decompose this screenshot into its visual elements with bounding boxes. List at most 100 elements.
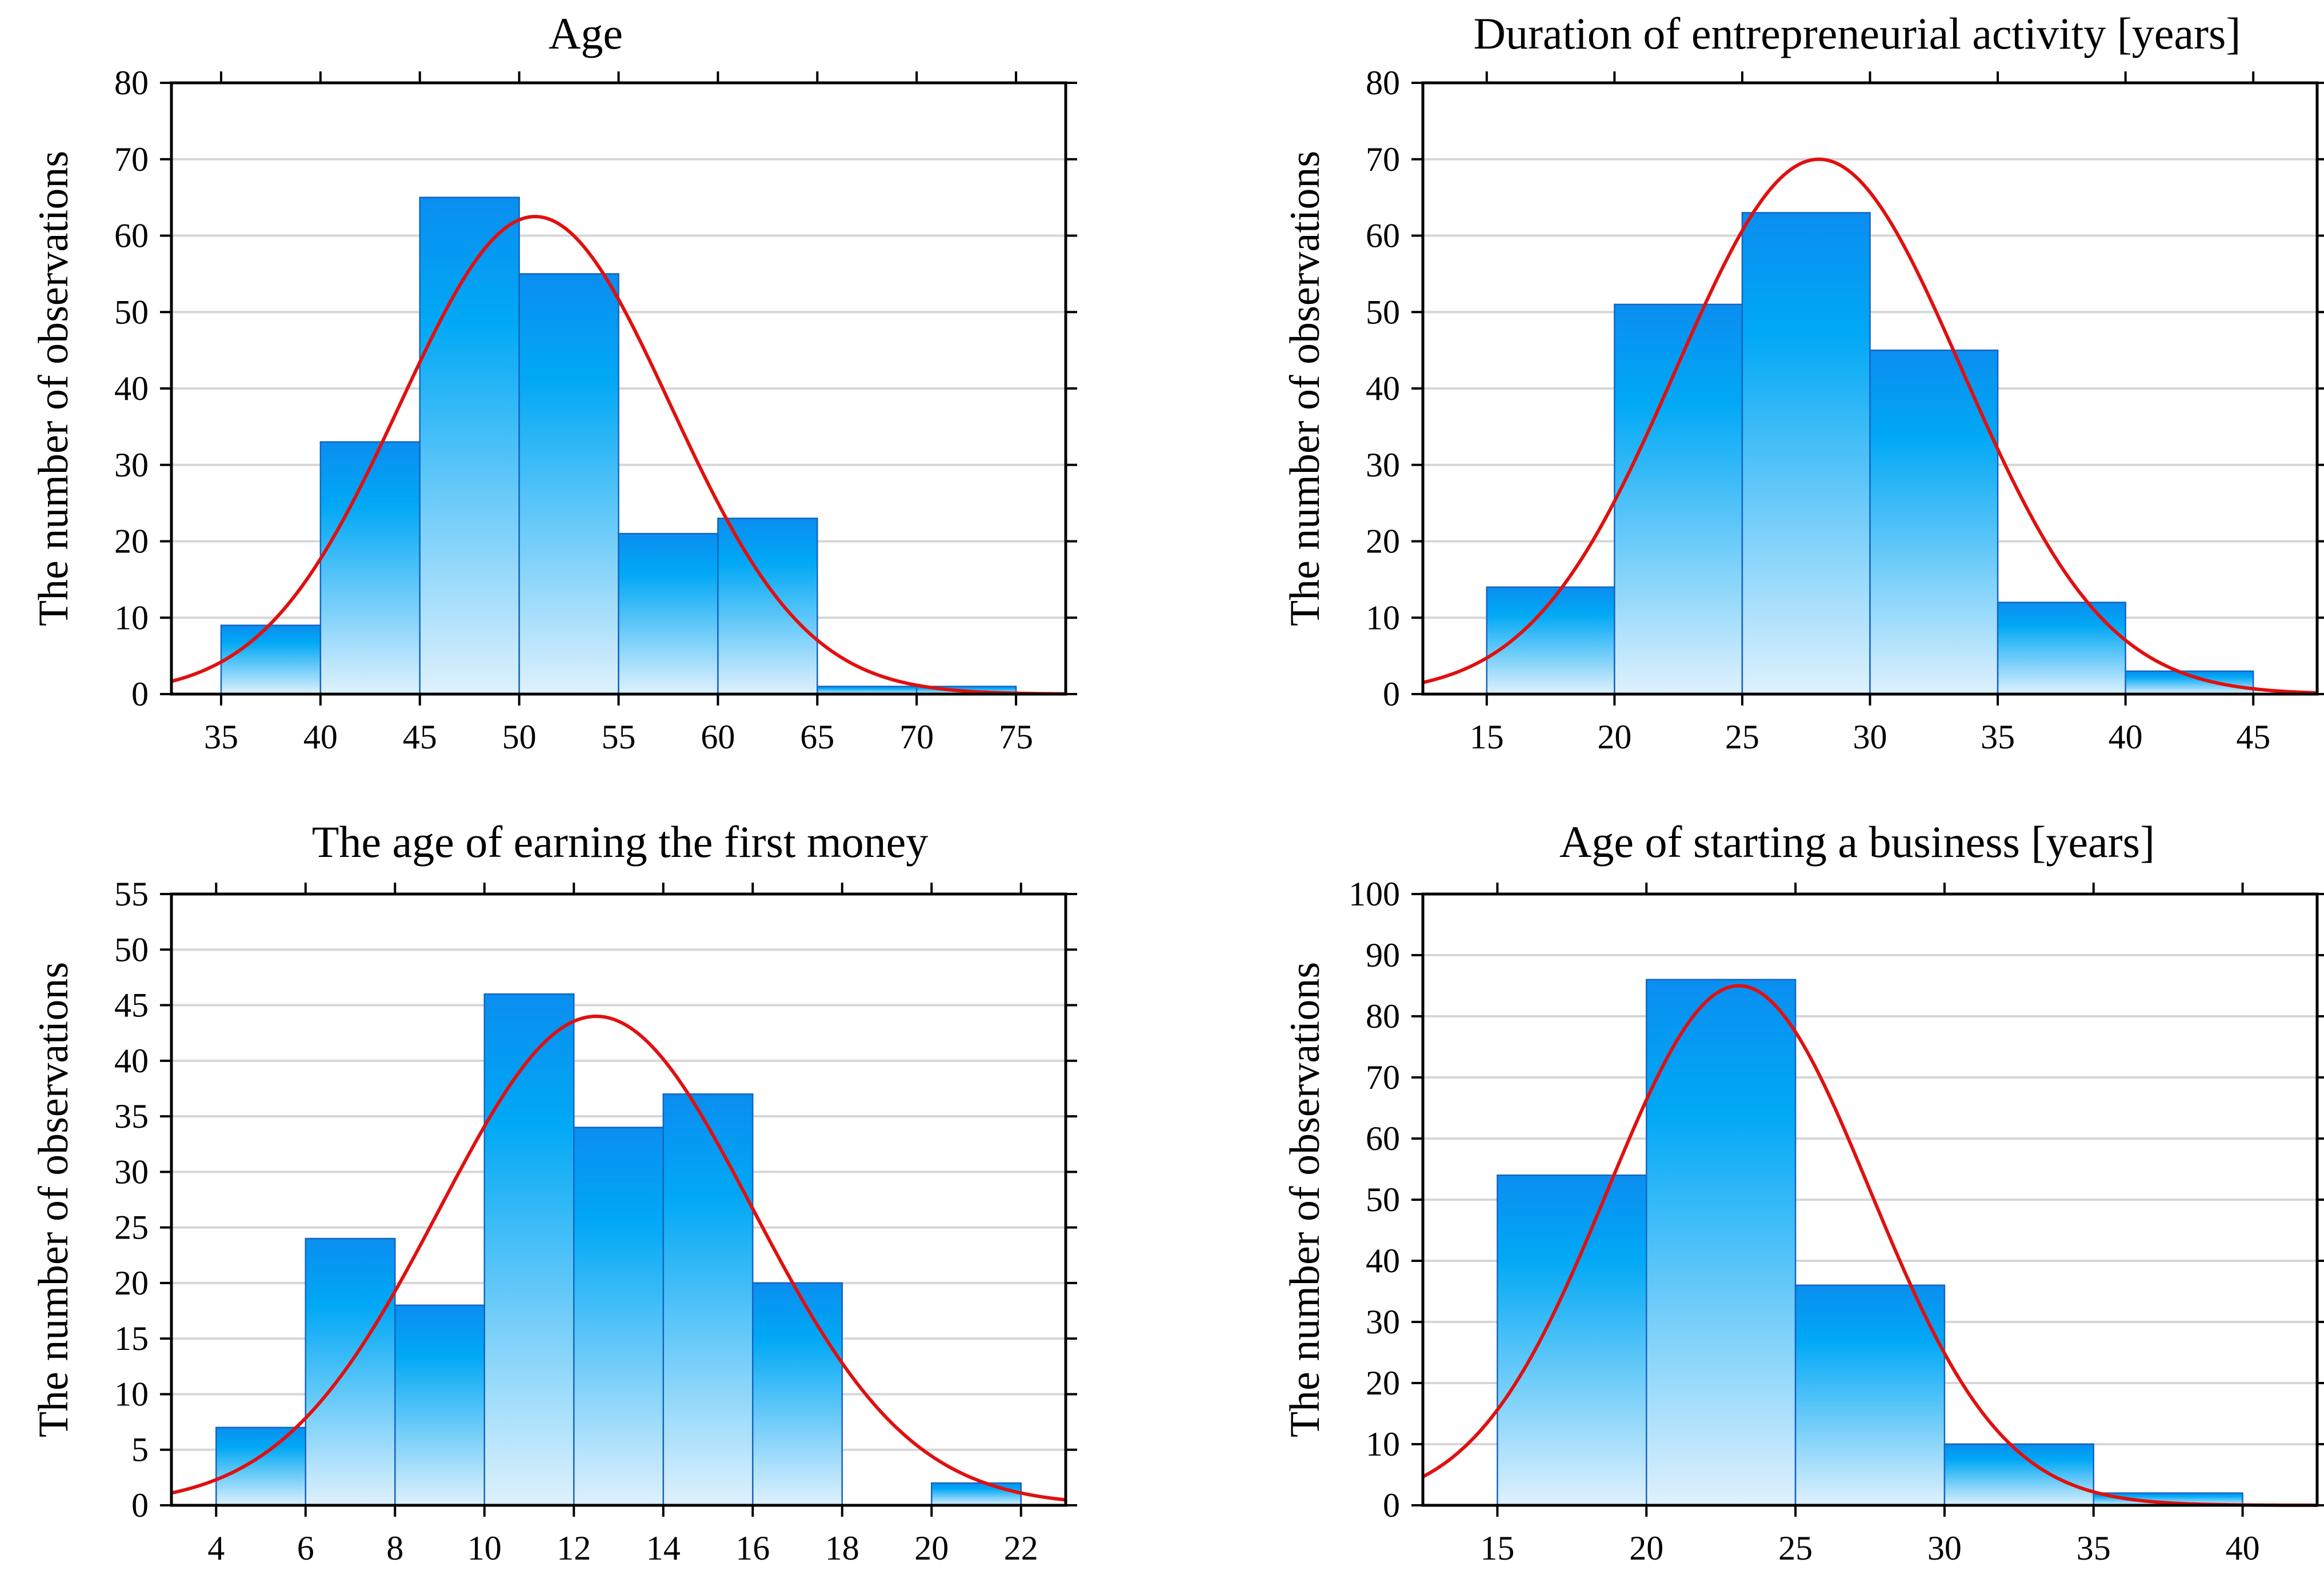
y-tick-label: 50 xyxy=(1366,293,1400,331)
histogram-bar xyxy=(319,441,421,695)
histogram-bar xyxy=(1794,1284,1946,1506)
x-tick-label: 45 xyxy=(2236,718,2270,756)
y-tick-label: 70 xyxy=(1366,141,1400,178)
x-tick-label: 16 xyxy=(735,1529,770,1567)
x-tick-label: 40 xyxy=(2226,1529,2260,1567)
x-tick-label: 4 xyxy=(207,1529,225,1567)
y-tick-label: 0 xyxy=(131,675,149,713)
x-tick-label: 50 xyxy=(502,718,537,756)
histogram-bar xyxy=(220,624,322,695)
x-tick-label: 10 xyxy=(467,1529,502,1567)
x-tick-label: 70 xyxy=(899,718,934,756)
y-tick-label: 40 xyxy=(1366,1242,1400,1280)
x-tick-label: 30 xyxy=(1853,718,1887,756)
histogram-bar xyxy=(1486,586,1615,695)
x-tick-label: 25 xyxy=(1778,1529,1813,1567)
chart-title: Age xyxy=(549,9,623,58)
y-axis-label: The number of observations xyxy=(30,962,77,1437)
chart-first-money: The age of earning the first money The n… xyxy=(30,817,1077,1567)
histogram-bar xyxy=(1997,602,2126,695)
x-tick-label: 40 xyxy=(303,718,338,756)
histogram-bar xyxy=(1497,1174,1647,1506)
x-tick-label: 55 xyxy=(602,718,636,756)
chart-age: Age The number of observations 0 10 20 30 40… xyxy=(30,9,1077,756)
chart-title: The age of earning the first money xyxy=(312,817,929,867)
y-tick-label: 50 xyxy=(1366,1181,1400,1219)
y-tick-label: 80 xyxy=(1366,64,1400,102)
x-tick-label: 60 xyxy=(701,718,735,756)
normal-fit-curve xyxy=(1422,157,2318,695)
y-tick-label: 40 xyxy=(114,1042,149,1080)
y-tick-label: 30 xyxy=(1366,446,1400,484)
x-tick-label: 75 xyxy=(999,718,1033,756)
y-tick-label: 30 xyxy=(114,1153,149,1191)
histogram-bar xyxy=(518,273,619,695)
normal-fit-curve xyxy=(171,215,1066,696)
x-tick-label: 15 xyxy=(1480,1529,1514,1567)
x-tick-label: 35 xyxy=(1981,718,2015,756)
histogram-bar xyxy=(1869,349,1999,695)
histogram-bar xyxy=(618,532,719,695)
histogram-bar xyxy=(573,1127,664,1506)
plot-frame xyxy=(170,892,1067,1507)
y-tick-label: 50 xyxy=(114,931,149,968)
y-tick-label: 0 xyxy=(1383,1486,1400,1524)
x-tick-label: 25 xyxy=(1725,718,1759,756)
y-tick-label: 10 xyxy=(1366,1425,1400,1463)
chart-duration: Duration of entrepreneurial activity [ye… xyxy=(1282,9,2324,756)
chart-title: Duration of entrepreneurial activity [ye… xyxy=(1474,9,2241,58)
y-axis-label: The number of observations xyxy=(1282,962,1329,1437)
y-tick-label: 10 xyxy=(114,1375,149,1413)
x-tick-label: 65 xyxy=(800,718,834,756)
histogram-bar xyxy=(305,1237,396,1506)
x-tick-label: 6 xyxy=(297,1529,314,1567)
y-tick-label: 70 xyxy=(114,141,149,178)
y-axis-label: The number of observations xyxy=(1282,151,1329,626)
x-tick-label: 35 xyxy=(204,718,238,756)
y-tick-label: 0 xyxy=(1383,675,1400,713)
y-axis-label: The number of observations xyxy=(30,151,77,626)
y-tick-label: 40 xyxy=(114,370,149,407)
x-tick-label: 15 xyxy=(1470,718,1504,756)
histogram-bar xyxy=(752,1282,843,1506)
y-tick-label: 70 xyxy=(1366,1059,1400,1096)
y-tick-label: 40 xyxy=(1366,370,1400,407)
y-tick-label: 25 xyxy=(114,1209,149,1247)
x-tick-label: 20 xyxy=(1629,1529,1663,1567)
histogram-bar xyxy=(215,1426,306,1506)
normal-fit-curve xyxy=(171,1014,1066,1502)
x-tick-label: 40 xyxy=(2109,718,2143,756)
histogram-bar xyxy=(1646,979,1797,1506)
y-tick-label: 60 xyxy=(114,217,149,255)
histogram-bar xyxy=(662,1093,754,1506)
y-tick-label: 100 xyxy=(1349,875,1400,913)
x-tick-label: 45 xyxy=(403,718,437,756)
y-tick-label: 30 xyxy=(1366,1303,1400,1341)
x-tick-label: 18 xyxy=(825,1529,859,1567)
x-tick-label: 20 xyxy=(1597,718,1631,756)
y-tick-label: 55 xyxy=(114,875,149,913)
y-tick-label: 20 xyxy=(114,1264,149,1302)
x-tick-label: 20 xyxy=(914,1529,949,1567)
x-tick-label: 35 xyxy=(2077,1529,2111,1567)
x-tick-label: 12 xyxy=(557,1529,591,1567)
y-tick-label: 20 xyxy=(114,523,149,560)
x-tick-label: 8 xyxy=(386,1529,403,1567)
histogram-bar xyxy=(1741,212,1871,695)
y-tick-label: 80 xyxy=(1366,997,1400,1035)
chart-title: Age of starting a business [years] xyxy=(1559,817,2155,867)
normal-fit-curve xyxy=(1422,984,2318,1507)
x-tick-label: 14 xyxy=(646,1529,681,1567)
y-tick-label: 0 xyxy=(131,1486,149,1524)
y-tick-label: 20 xyxy=(1366,1364,1400,1402)
histogram-bar xyxy=(483,993,575,1506)
histogram-bar xyxy=(394,1304,485,1506)
y-tick-label: 5 xyxy=(131,1431,149,1469)
histogram-bar xyxy=(931,1482,1022,1506)
y-tick-label: 10 xyxy=(114,599,149,636)
y-tick-label: 30 xyxy=(114,446,149,484)
y-tick-label: 90 xyxy=(1366,936,1400,974)
x-tick-label: 30 xyxy=(1927,1529,1962,1567)
y-tick-label: 50 xyxy=(114,293,149,331)
